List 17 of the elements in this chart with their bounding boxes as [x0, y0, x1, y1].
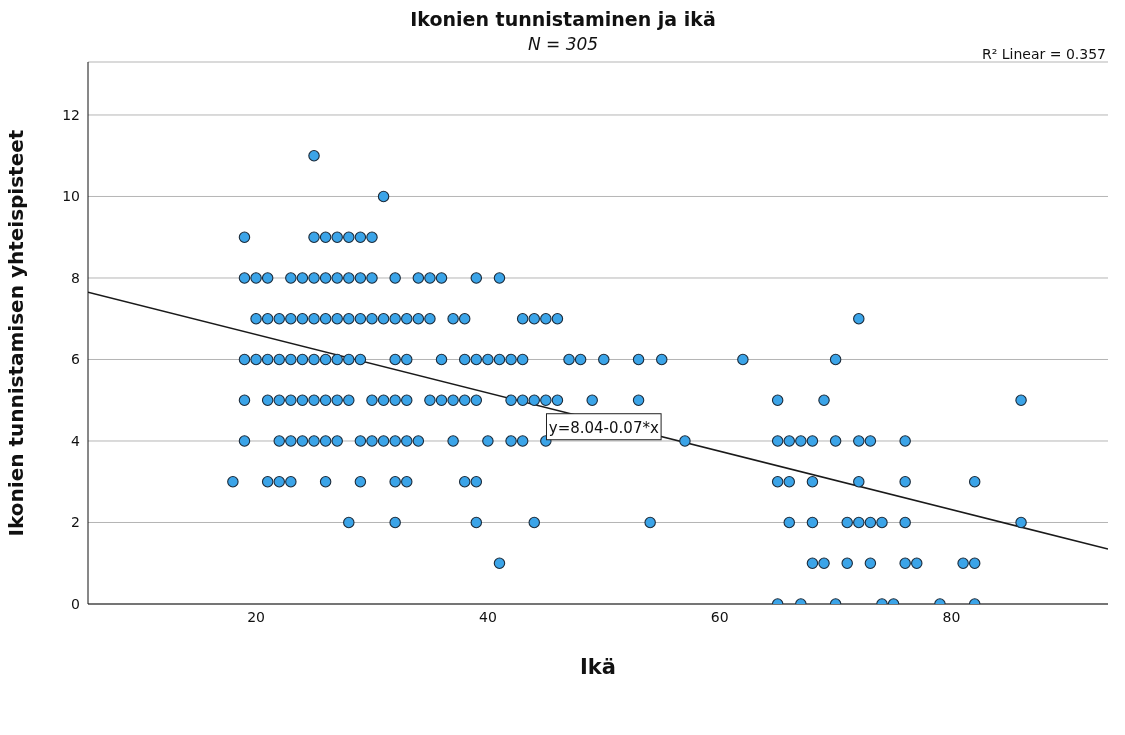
- y-tick-label: 8: [71, 269, 80, 286]
- y-tick-label: 6: [71, 351, 81, 368]
- y-tick-label: 2: [71, 514, 80, 531]
- y-tick-label: 12: [62, 106, 80, 123]
- x-axis-title: Ikä: [580, 655, 616, 679]
- x-tick-label: 20: [247, 608, 265, 625]
- annotation: y=8.04-0.07*x: [548, 418, 659, 437]
- x-tick-label: 60: [710, 608, 729, 625]
- y-tick-label: 0: [71, 595, 80, 612]
- chart-subtitle: N = 305: [527, 34, 599, 54]
- annotation: R² Linear = 0.357: [981, 46, 1106, 62]
- y-axis-title: Ikonien tunnistamisen yhteispisteet: [4, 129, 29, 537]
- y-tick-label: 10: [62, 188, 80, 205]
- y-tick-label: 4: [71, 432, 81, 449]
- chart-title: Ikonien tunnistaminen ja ikä: [409, 8, 717, 30]
- x-tick-label: 40: [478, 608, 497, 625]
- x-tick-label: 80: [942, 608, 961, 625]
